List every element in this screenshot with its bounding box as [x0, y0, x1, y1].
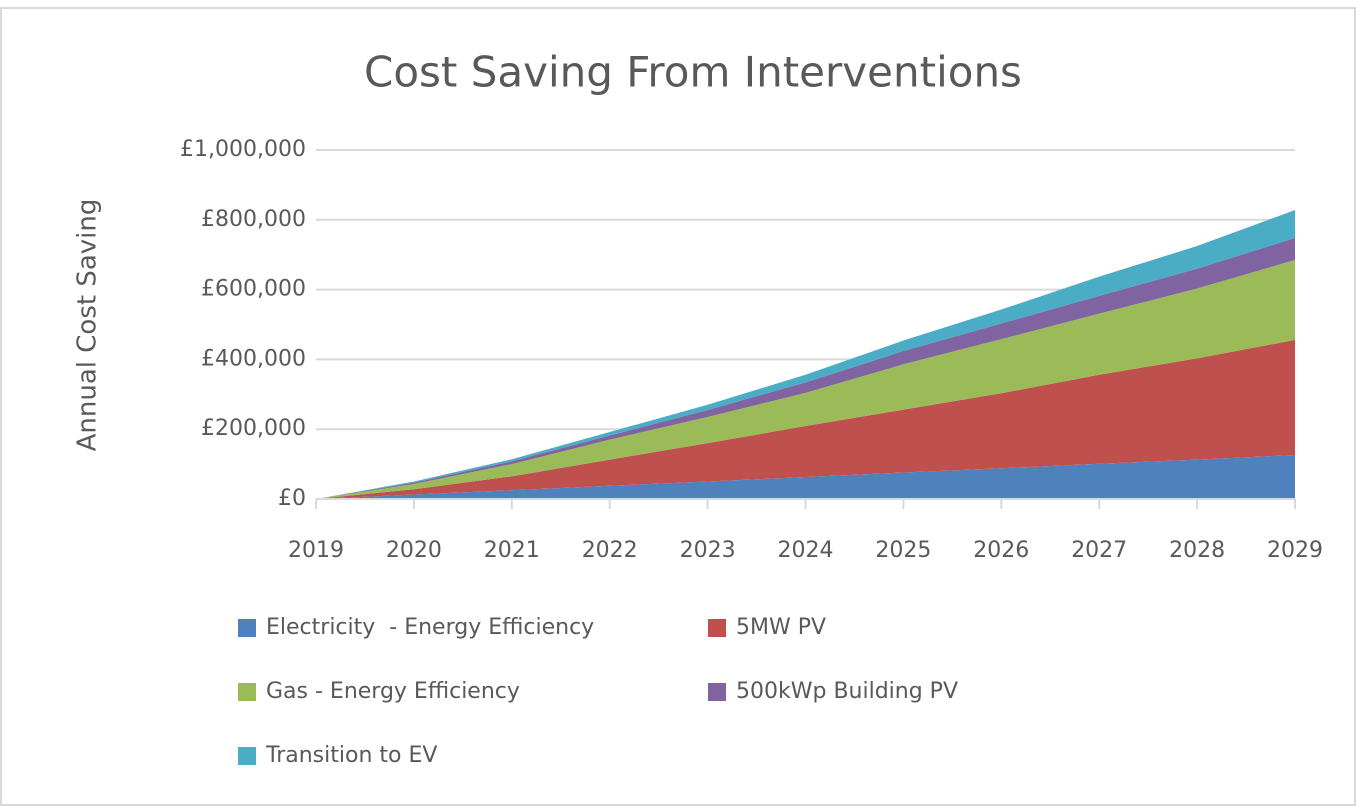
x-tick-label: 2024	[778, 538, 834, 563]
legend-label: 500kWp Building PV	[736, 679, 958, 704]
legend-label: 5MW PV	[736, 615, 826, 640]
x-tick-label: 2026	[973, 538, 1029, 563]
x-tick-label: 2027	[1071, 538, 1127, 563]
legend-label: Electricity - Energy Efficiency	[266, 615, 594, 640]
legend-label: Gas - Energy Efficiency	[266, 679, 520, 704]
y-tick-label: £400,000	[201, 346, 306, 371]
y-axis-label: Annual Cost Saving	[73, 199, 103, 452]
y-tick-label: £200,000	[201, 416, 306, 441]
y-tick-label: £1,000,000	[180, 137, 306, 162]
legend-swatch	[708, 619, 726, 637]
legend-label: Transition to EV	[265, 743, 437, 768]
y-tick-label: £600,000	[201, 277, 306, 302]
x-tick-label: 2019	[288, 538, 344, 563]
x-tick-label: 2020	[386, 538, 442, 563]
x-tick-label: 2022	[582, 538, 638, 563]
x-tick-label: 2023	[680, 538, 736, 563]
chart-title: Cost Saving From Interventions	[364, 48, 1022, 97]
legend-swatch	[708, 683, 726, 701]
x-tick-label: 2025	[875, 538, 931, 563]
x-tick-label: 2021	[484, 538, 540, 563]
legend-swatch	[238, 683, 256, 701]
area	[316, 339, 1295, 499]
y-tick-label: £0	[278, 486, 306, 511]
x-tick-label: 2028	[1169, 538, 1225, 563]
legend-swatch	[238, 619, 256, 637]
x-tick-label: 2029	[1267, 538, 1323, 563]
y-tick-label: £800,000	[201, 207, 306, 232]
legend-swatch	[238, 747, 256, 765]
